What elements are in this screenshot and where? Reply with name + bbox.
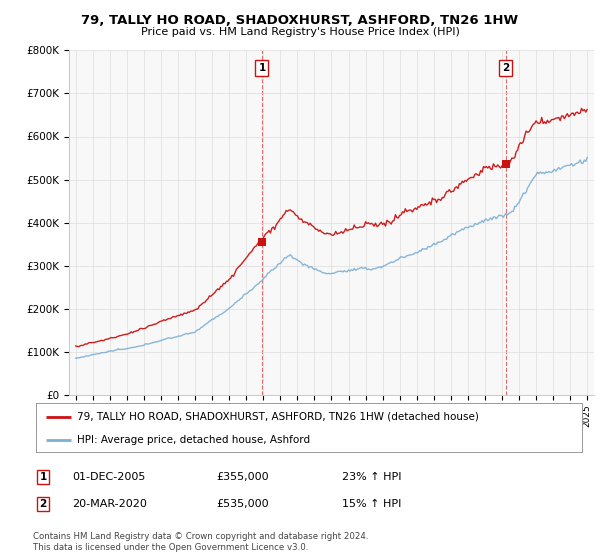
- Text: 15% ↑ HPI: 15% ↑ HPI: [342, 499, 401, 509]
- Text: 2: 2: [40, 499, 47, 509]
- Text: 79, TALLY HO ROAD, SHADOXHURST, ASHFORD, TN26 1HW (detached house): 79, TALLY HO ROAD, SHADOXHURST, ASHFORD,…: [77, 412, 479, 422]
- Text: 1: 1: [40, 472, 47, 482]
- Text: 1: 1: [259, 63, 266, 73]
- Text: £535,000: £535,000: [216, 499, 269, 509]
- Text: 79, TALLY HO ROAD, SHADOXHURST, ASHFORD, TN26 1HW: 79, TALLY HO ROAD, SHADOXHURST, ASHFORD,…: [82, 14, 518, 27]
- Text: £355,000: £355,000: [216, 472, 269, 482]
- Text: HPI: Average price, detached house, Ashford: HPI: Average price, detached house, Ashf…: [77, 435, 310, 445]
- Text: 2: 2: [502, 63, 509, 73]
- Text: This data is licensed under the Open Government Licence v3.0.: This data is licensed under the Open Gov…: [33, 543, 308, 552]
- Text: 01-DEC-2005: 01-DEC-2005: [72, 472, 145, 482]
- Text: 23% ↑ HPI: 23% ↑ HPI: [342, 472, 401, 482]
- Text: Price paid vs. HM Land Registry's House Price Index (HPI): Price paid vs. HM Land Registry's House …: [140, 27, 460, 37]
- Text: 20-MAR-2020: 20-MAR-2020: [72, 499, 147, 509]
- Text: Contains HM Land Registry data © Crown copyright and database right 2024.: Contains HM Land Registry data © Crown c…: [33, 532, 368, 541]
